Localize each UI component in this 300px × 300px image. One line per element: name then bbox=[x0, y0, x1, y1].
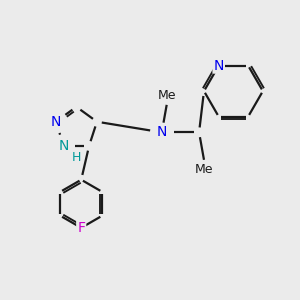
Text: H: H bbox=[71, 151, 81, 164]
Text: N: N bbox=[214, 58, 224, 73]
Text: N: N bbox=[58, 139, 69, 153]
Text: Me: Me bbox=[195, 163, 213, 176]
Text: N: N bbox=[51, 115, 61, 129]
Text: F: F bbox=[77, 221, 85, 235]
Text: Me: Me bbox=[158, 89, 176, 102]
Text: N: N bbox=[157, 125, 167, 139]
